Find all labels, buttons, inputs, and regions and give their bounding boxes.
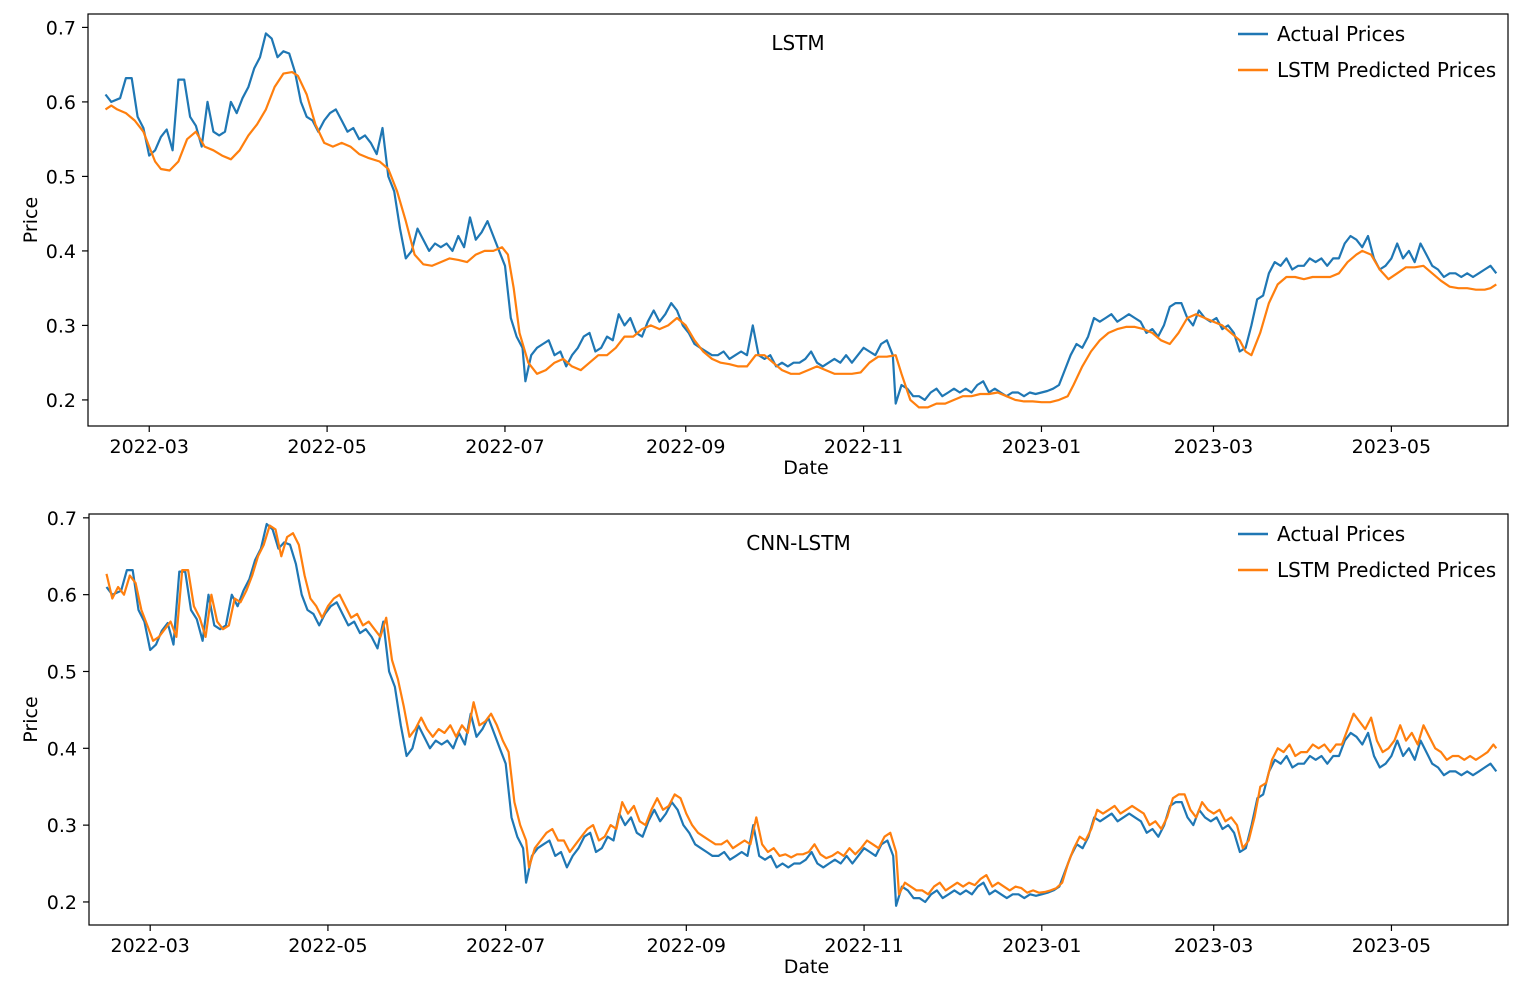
legend-label: Actual Prices [1277, 22, 1405, 46]
x-axis-label: Date [783, 457, 828, 479]
y-tick-label: 0.6 [47, 585, 77, 607]
y-tick-label: 0.5 [46, 166, 76, 188]
y-tick-label: 0.7 [47, 508, 77, 530]
x-tick-label: 2022-07 [465, 436, 544, 458]
x-tick-label: 2022-05 [287, 436, 366, 458]
y-tick-label: 0.6 [46, 92, 76, 114]
axes-frame [87, 13, 1509, 427]
y-tick-label: 0.3 [47, 815, 77, 837]
x-tick-label: 2023-01 [1002, 436, 1081, 458]
x-tick-label: 2023-05 [1352, 436, 1431, 458]
x-tick-label: 2022-07 [466, 935, 545, 957]
x-tick-label: 2023-01 [1002, 935, 1081, 957]
y-tick-label: 0.7 [46, 17, 76, 39]
x-tick-label: 2022-03 [110, 935, 189, 957]
axes-frame [88, 513, 1509, 926]
x-tick-label: 2022-09 [647, 935, 726, 957]
x-tick-label: 2022-11 [824, 935, 903, 957]
y-tick-label: 0.3 [46, 315, 76, 337]
legend-label: LSTM Predicted Prices [1277, 58, 1496, 82]
series-line-actual [105, 522, 1498, 907]
y-tick-label: 0.5 [47, 661, 77, 683]
legend-label: Actual Prices [1277, 522, 1405, 546]
y-tick-label: 0.2 [47, 892, 77, 914]
x-axis-label: Date [784, 956, 829, 978]
series-line-predicted [105, 524, 1498, 896]
y-tick-label: 0.2 [46, 390, 76, 412]
x-tick-label: 2023-03 [1174, 436, 1253, 458]
x-tick-label: 2023-03 [1174, 935, 1253, 957]
y-axis-label: Price [20, 197, 42, 243]
x-tick-label: 2022-09 [646, 436, 725, 458]
x-tick-label: 2022-05 [288, 935, 367, 957]
chart-title: CNN-LSTM [746, 531, 850, 555]
chart-panel-2: 2022-03 2022-05 2022-07 2022-09 2022-11 2023-… [20, 508, 1509, 978]
x-tick-label: 2022-03 [110, 436, 189, 458]
y-axis-label: Price [20, 696, 42, 742]
series-line-actual [104, 32, 1498, 405]
y-tick-label: 0.4 [47, 738, 77, 760]
x-tick-label: 2022-11 [824, 436, 903, 458]
chart-panel-1: 2022-03 2022-05 2022-07 2022-09 2022-11 2023-… [20, 13, 1509, 479]
x-tick-label: 2023-05 [1352, 935, 1431, 957]
series-line-predicted [104, 71, 1497, 409]
y-tick-label: 0.4 [46, 241, 76, 263]
legend-label: LSTM Predicted Prices [1277, 558, 1496, 582]
chart-title: LSTM [771, 31, 824, 55]
